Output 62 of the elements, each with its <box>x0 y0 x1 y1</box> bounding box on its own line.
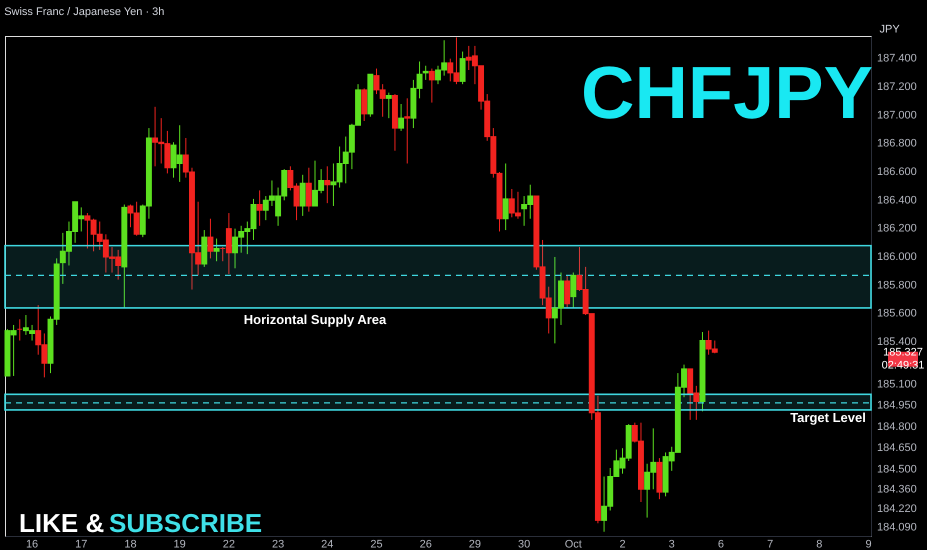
candlestick <box>460 51 466 85</box>
x-tick-label: 22 <box>222 538 236 550</box>
y-tick-label: 187.400 <box>877 52 917 65</box>
y-tick-label: 187.000 <box>877 109 917 122</box>
y-tick-label: 185.100 <box>877 378 917 390</box>
y-tick-label: 186.000 <box>877 250 917 263</box>
y-tick-label: 187.200 <box>877 80 917 93</box>
x-tick-label: 24 <box>321 538 334 550</box>
candlestick <box>306 167 312 212</box>
x-tick-label: 8 <box>816 538 822 550</box>
x-tick-label: 3 <box>668 538 675 550</box>
band-label: Target Level <box>790 410 866 425</box>
x-tick-label: 19 <box>174 538 186 550</box>
x-tick-label: 18 <box>124 538 137 550</box>
candlestick <box>300 174 306 216</box>
x-tick-label: 23 <box>272 538 284 550</box>
y-tick-label: 184.950 <box>877 400 917 412</box>
annotation: SUBSCRIBE <box>109 508 262 538</box>
text: 185.327 <box>883 346 923 358</box>
candlestick <box>16 318 23 342</box>
y-tick-label: 185.800 <box>877 279 917 292</box>
candlestick <box>428 68 435 104</box>
y-tick-label: 185.600 <box>877 308 917 320</box>
y-tick-label: 184.500 <box>877 463 917 476</box>
x-tick-label: 6 <box>718 538 724 550</box>
y-tick-label: 185.400 <box>877 336 917 348</box>
x-tick-label: 26 <box>420 538 432 550</box>
candlestick <box>570 272 576 308</box>
y-tick-label: 184.360 <box>877 483 917 496</box>
x-tick-label: 29 <box>468 538 482 550</box>
y-tick-label: 184.090 <box>877 522 917 534</box>
x-tick-label: 25 <box>370 538 383 550</box>
x-tick-label: 30 <box>518 538 530 550</box>
y-tick-label: 186.400 <box>877 194 917 206</box>
y-axis-title: JPY <box>880 24 900 36</box>
annotation: CHFJPY <box>581 51 873 134</box>
candlestick <box>422 65 429 80</box>
annotation: LIKE & <box>19 508 104 538</box>
y-tick-label: 184.800 <box>877 420 917 433</box>
x-tick-label: 17 <box>75 538 88 550</box>
y-tick-label: 186.800 <box>877 138 917 150</box>
candlestick <box>502 162 509 231</box>
x-tick-label: 7 <box>767 538 774 550</box>
candlestick <box>564 274 570 308</box>
band-label: Horizontal Supply Area <box>244 312 388 327</box>
y-tick-label: 184.220 <box>877 503 917 516</box>
candlestick <box>404 98 410 164</box>
candlestick <box>398 103 404 132</box>
candlestick <box>256 190 263 226</box>
y-tick-label: 186.600 <box>877 166 917 178</box>
y-tick-label: 184.650 <box>877 442 917 454</box>
text: 02:49:31 <box>882 359 924 372</box>
x-tick-label: 16 <box>26 538 38 550</box>
y-tick-label: 186.200 <box>877 222 917 235</box>
x-tick-label: 9 <box>865 538 872 550</box>
candlestick <box>386 92 392 119</box>
candlestick <box>324 166 330 204</box>
chart-title: Swiss Franc / Japanese Yen · 3h <box>4 6 164 18</box>
x-tick-label: 2 <box>619 538 626 550</box>
candlestick <box>214 238 220 262</box>
candlestick <box>207 218 214 259</box>
x-tick-label: Oct <box>564 538 582 550</box>
